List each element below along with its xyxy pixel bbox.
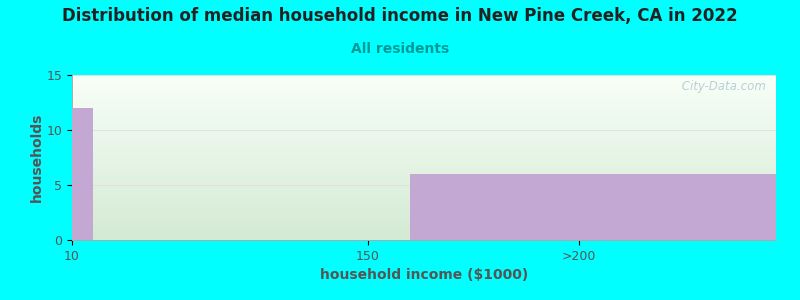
Text: Distribution of median household income in New Pine Creek, CA in 2022: Distribution of median household income … [62, 8, 738, 26]
Text: City-Data.com: City-Data.com [678, 80, 766, 93]
Bar [72, 108, 93, 240]
Y-axis label: households: households [30, 113, 44, 202]
Text: All residents: All residents [351, 42, 449, 56]
X-axis label: household income ($1000): household income ($1000) [320, 268, 528, 282]
Bar [410, 174, 776, 240]
